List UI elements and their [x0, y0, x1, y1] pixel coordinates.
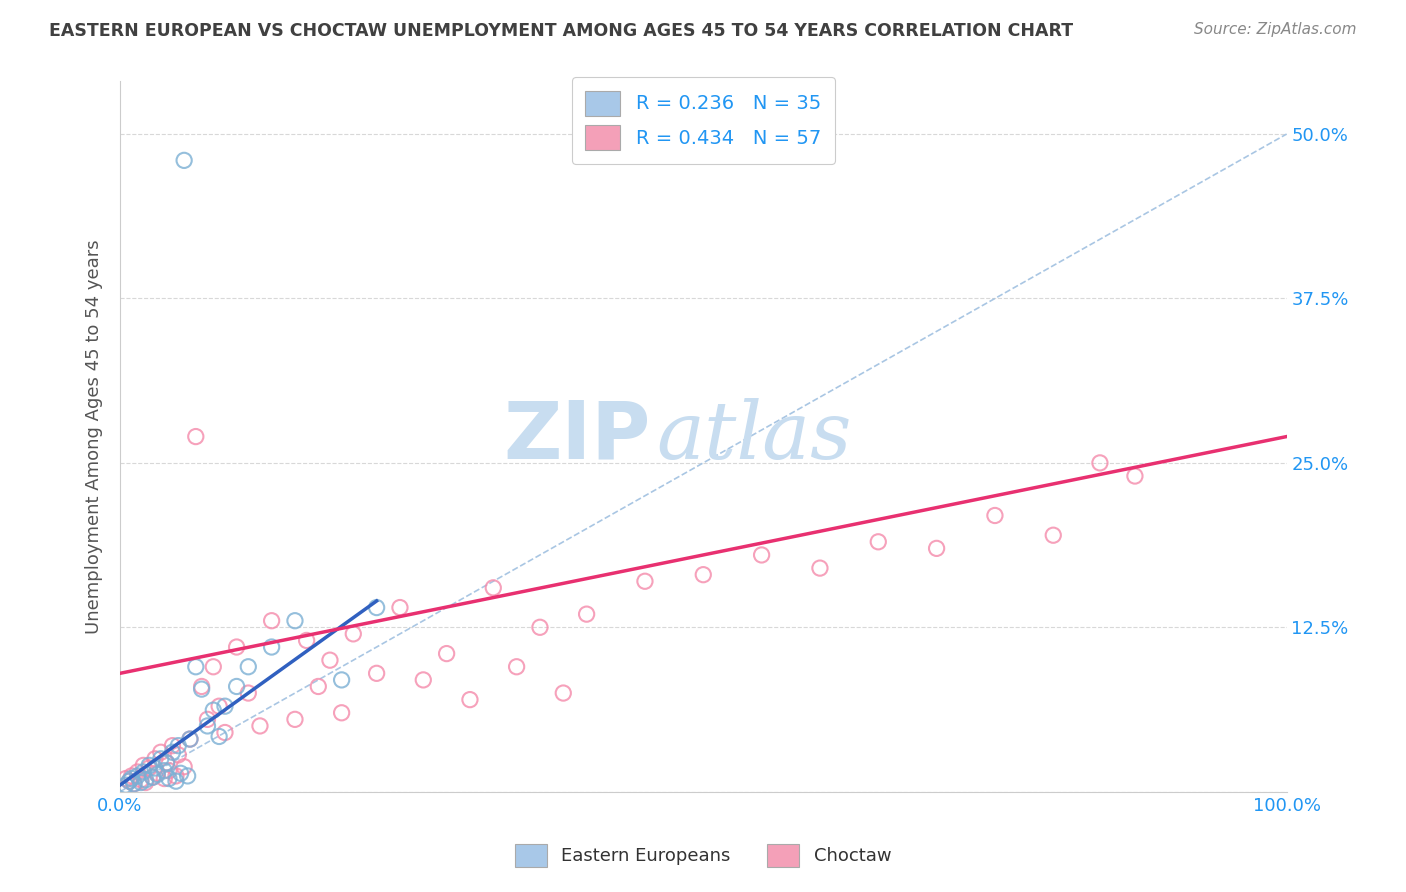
- Text: ZIP: ZIP: [503, 398, 651, 475]
- Point: [162, 739, 184, 753]
- Point: [184, 659, 207, 673]
- Point: [121, 772, 143, 786]
- Point: [307, 680, 329, 694]
- Point: [330, 673, 353, 687]
- Point: [225, 640, 247, 654]
- Point: [114, 778, 136, 792]
- Point: [165, 774, 187, 789]
- Point: [157, 772, 180, 786]
- Point: [118, 774, 141, 789]
- Point: [135, 775, 157, 789]
- Point: [122, 777, 145, 791]
- Point: [132, 758, 155, 772]
- Point: [225, 680, 247, 694]
- Point: [202, 703, 225, 717]
- Point: [1088, 456, 1111, 470]
- Point: [1123, 469, 1146, 483]
- Point: [173, 760, 195, 774]
- Point: [751, 548, 773, 562]
- Point: [868, 534, 890, 549]
- Point: [157, 764, 180, 778]
- Point: [260, 614, 283, 628]
- Point: [436, 647, 458, 661]
- Point: [319, 653, 342, 667]
- Point: [132, 764, 155, 779]
- Legend: R = 0.236   N = 35, R = 0.434   N = 57: R = 0.236 N = 35, R = 0.434 N = 57: [572, 77, 835, 164]
- Point: [342, 627, 364, 641]
- Point: [634, 574, 657, 589]
- Point: [146, 766, 169, 780]
- Point: [202, 659, 225, 673]
- Point: [214, 725, 236, 739]
- Point: [925, 541, 948, 556]
- Point: [692, 567, 714, 582]
- Point: [388, 600, 411, 615]
- Point: [575, 607, 598, 621]
- Point: [114, 772, 136, 786]
- Point: [142, 770, 165, 784]
- Y-axis label: Unemployment Among Ages 45 to 54 years: Unemployment Among Ages 45 to 54 years: [86, 239, 103, 634]
- Point: [984, 508, 1007, 523]
- Point: [129, 775, 152, 789]
- Point: [330, 706, 353, 720]
- Point: [129, 772, 152, 787]
- Point: [138, 761, 160, 775]
- Point: [156, 756, 179, 770]
- Point: [149, 745, 172, 759]
- Point: [149, 752, 172, 766]
- Point: [184, 429, 207, 443]
- Point: [122, 777, 145, 791]
- Point: [260, 640, 283, 654]
- Point: [127, 769, 149, 783]
- Point: [173, 153, 195, 168]
- Point: [208, 699, 231, 714]
- Point: [553, 686, 575, 700]
- Point: [238, 659, 260, 673]
- Text: Source: ZipAtlas.com: Source: ZipAtlas.com: [1194, 22, 1357, 37]
- Point: [458, 692, 481, 706]
- Point: [121, 769, 143, 783]
- Point: [167, 739, 190, 753]
- Point: [142, 770, 165, 784]
- Point: [249, 719, 271, 733]
- Point: [179, 732, 201, 747]
- Point: [153, 764, 176, 778]
- Point: [153, 772, 176, 786]
- Point: [284, 712, 307, 726]
- Point: [162, 745, 184, 759]
- Point: [143, 761, 166, 775]
- Point: [197, 719, 219, 733]
- Point: [214, 699, 236, 714]
- Point: [138, 758, 160, 772]
- Point: [190, 680, 212, 694]
- Point: [412, 673, 434, 687]
- Point: [284, 614, 307, 628]
- Point: [167, 747, 190, 762]
- Point: [165, 769, 187, 783]
- Point: [295, 633, 318, 648]
- Point: [169, 766, 191, 780]
- Point: [505, 659, 527, 673]
- Legend: Eastern Europeans, Choctaw: Eastern Europeans, Choctaw: [508, 837, 898, 874]
- Point: [808, 561, 831, 575]
- Point: [238, 686, 260, 700]
- Point: [127, 764, 149, 779]
- Text: EASTERN EUROPEAN VS CHOCTAW UNEMPLOYMENT AMONG AGES 45 TO 54 YEARS CORRELATION C: EASTERN EUROPEAN VS CHOCTAW UNEMPLOYMENT…: [49, 22, 1073, 40]
- Point: [529, 620, 551, 634]
- Point: [1042, 528, 1064, 542]
- Point: [482, 581, 505, 595]
- Point: [146, 767, 169, 781]
- Point: [143, 752, 166, 766]
- Point: [208, 730, 231, 744]
- Point: [197, 712, 219, 726]
- Point: [156, 756, 179, 770]
- Point: [176, 769, 198, 783]
- Point: [190, 682, 212, 697]
- Point: [366, 666, 388, 681]
- Point: [118, 774, 141, 789]
- Point: [135, 772, 157, 787]
- Point: [366, 600, 388, 615]
- Point: [179, 732, 201, 747]
- Text: atlas: atlas: [657, 398, 852, 475]
